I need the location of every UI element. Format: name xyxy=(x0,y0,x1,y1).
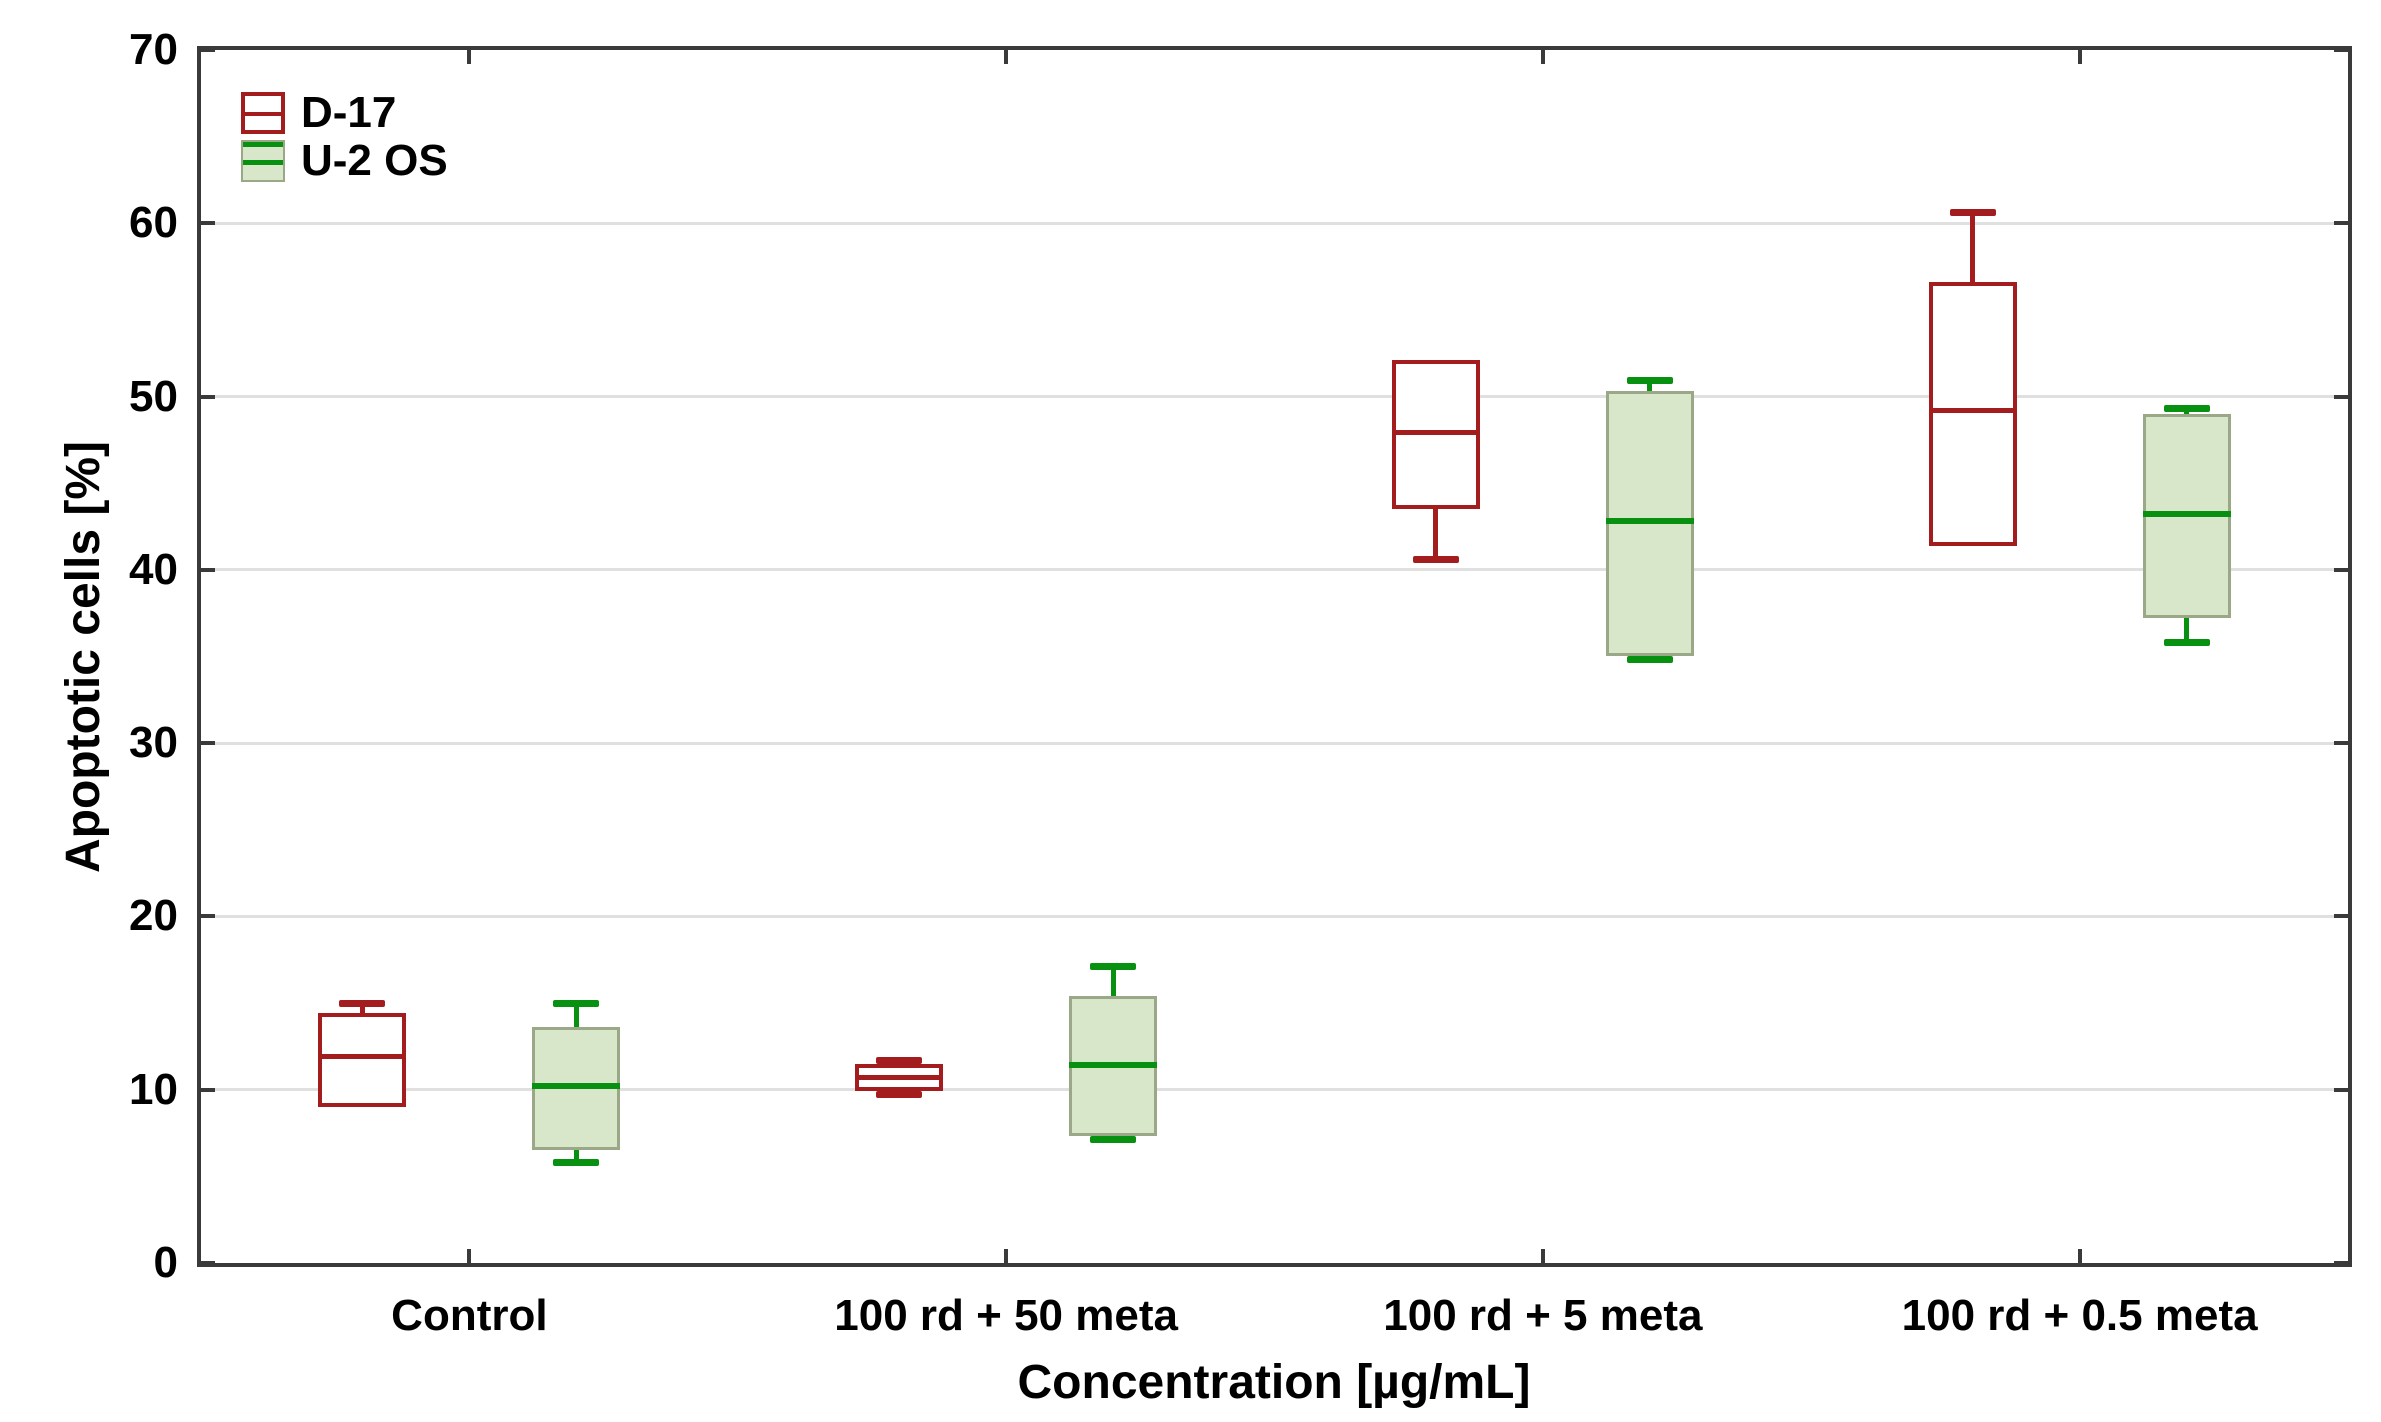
box-d17-0-upper-cap xyxy=(339,999,386,1007)
x-tick-bottom-3 xyxy=(2077,1249,2082,1263)
box-d17-3 xyxy=(1928,282,2017,546)
gridline-50 xyxy=(201,395,2348,399)
box-d17-0-upper-whisker xyxy=(359,1003,365,1014)
y-tick-label-70: 70 xyxy=(129,25,178,74)
y-tick-right-60 xyxy=(2334,221,2348,226)
y-tick-label-50: 50 xyxy=(129,371,178,421)
gridline-30 xyxy=(201,741,2348,745)
x-category-label-3: 100 rd + 0.5 meta xyxy=(1901,1291,2258,1340)
box-u2os-3-lower-cap xyxy=(2163,639,2210,647)
y-tick-left-30 xyxy=(201,741,215,746)
box-u2os-1-lower-cap xyxy=(1090,1136,1137,1144)
y-tick-right-50 xyxy=(2334,394,2348,399)
y-tick-right-20 xyxy=(2334,914,2348,919)
box-u2os-1-median xyxy=(1069,1062,1158,1069)
y-tick-left-60 xyxy=(201,221,215,226)
gridline-20 xyxy=(201,914,2348,918)
box-u2os-0-upper-whisker xyxy=(573,1003,579,1028)
x-tick-top-0 xyxy=(467,50,472,64)
box-d17-3-upper-cap xyxy=(1949,209,1996,217)
y-tick-label-0: 0 xyxy=(153,1238,178,1287)
y-tick-left-10 xyxy=(201,1087,215,1092)
box-u2os-2-lower-cap xyxy=(1626,656,1673,664)
box-d17-3-median xyxy=(1928,407,2017,413)
legend: D-17 U-2 OS xyxy=(241,90,448,186)
box-u2os-1-upper-cap xyxy=(1090,963,1137,971)
box-u2os-3-lower-whisker xyxy=(2184,618,2190,643)
x-axis-title: Concentration [µg/mL] xyxy=(1017,1356,1531,1409)
y-tick-right-10 xyxy=(2334,1087,2348,1092)
gridline-60 xyxy=(201,221,2348,225)
y-tick-label-40: 40 xyxy=(129,544,178,594)
y-tick-label-60: 60 xyxy=(129,198,178,248)
y-tick-right-70 xyxy=(2334,48,2348,52)
box-d17-0 xyxy=(318,1013,407,1108)
box-u2os-2-upper-cap xyxy=(1626,377,1673,385)
legend-swatch-u2os-cap xyxy=(243,142,283,147)
y-tick-left-50 xyxy=(201,394,215,399)
y-tick-left-20 xyxy=(201,914,215,919)
box-u2os-1-upper-whisker xyxy=(1110,966,1116,997)
box-u2os-0-median xyxy=(532,1083,621,1090)
box-u2os-3-upper-cap xyxy=(2163,405,2210,413)
gridline-40 xyxy=(201,568,2348,572)
y-tick-right-0 xyxy=(2334,1261,2348,1265)
x-tick-bottom-1 xyxy=(1004,1249,1009,1263)
gridline-10 xyxy=(201,1088,2348,1092)
box-u2os-0-lower-whisker xyxy=(573,1150,579,1163)
box-d17-2-median xyxy=(1391,430,1480,436)
legend-swatch-u2os-median xyxy=(243,160,283,165)
x-category-label-0: Control xyxy=(391,1291,548,1340)
y-tick-right-40 xyxy=(2334,567,2348,572)
box-d17-1-upper-cap xyxy=(876,1056,923,1064)
x-tick-top-3 xyxy=(2077,50,2082,64)
legend-label-d17: D-17 xyxy=(301,88,397,137)
box-d17-1-lower-cap xyxy=(876,1091,923,1099)
box-d17-0-median xyxy=(318,1054,407,1060)
box-d17-3-upper-whisker xyxy=(1970,212,1976,283)
y-tick-left-40 xyxy=(201,567,215,572)
box-u2os-3-median xyxy=(2142,511,2231,518)
y-tick-label-10: 10 xyxy=(129,1064,178,1114)
box-d17-2-lower-whisker xyxy=(1433,509,1439,560)
box-u2os-2-median xyxy=(1605,518,1694,525)
legend-item-u2os: U-2 OS xyxy=(241,138,448,184)
x-category-label-1: 100 rd + 50 meta xyxy=(834,1291,1178,1340)
y-tick-left-0 xyxy=(201,1261,215,1265)
y-tick-left-70 xyxy=(201,48,215,52)
box-u2os-0-upper-cap xyxy=(553,999,600,1007)
legend-swatch-d17-median xyxy=(245,112,281,116)
box-u2os-0-lower-cap xyxy=(553,1158,600,1166)
box-d17-1-median xyxy=(855,1075,944,1081)
x-category-label-2: 100 rd + 5 meta xyxy=(1383,1291,1703,1340)
x-tick-bottom-0 xyxy=(467,1249,472,1263)
x-tick-top-1 xyxy=(1004,50,1009,64)
y-tick-right-30 xyxy=(2334,741,2348,746)
legend-swatch-u2os-icon xyxy=(241,140,285,182)
x-tick-top-2 xyxy=(1540,50,1545,64)
legend-item-d17: D-17 xyxy=(241,90,448,136)
y-tick-label-30: 30 xyxy=(129,718,178,768)
box-u2os-2-upper-whisker xyxy=(1647,380,1653,392)
legend-swatch-d17-icon xyxy=(241,92,285,134)
x-tick-bottom-2 xyxy=(1540,1249,1545,1263)
plot-area: D-17 U-2 OS xyxy=(197,46,2352,1267)
box-d17-2-lower-cap xyxy=(1412,555,1459,563)
y-tick-label-20: 20 xyxy=(129,891,178,941)
legend-label-u2os: U-2 OS xyxy=(301,136,448,185)
